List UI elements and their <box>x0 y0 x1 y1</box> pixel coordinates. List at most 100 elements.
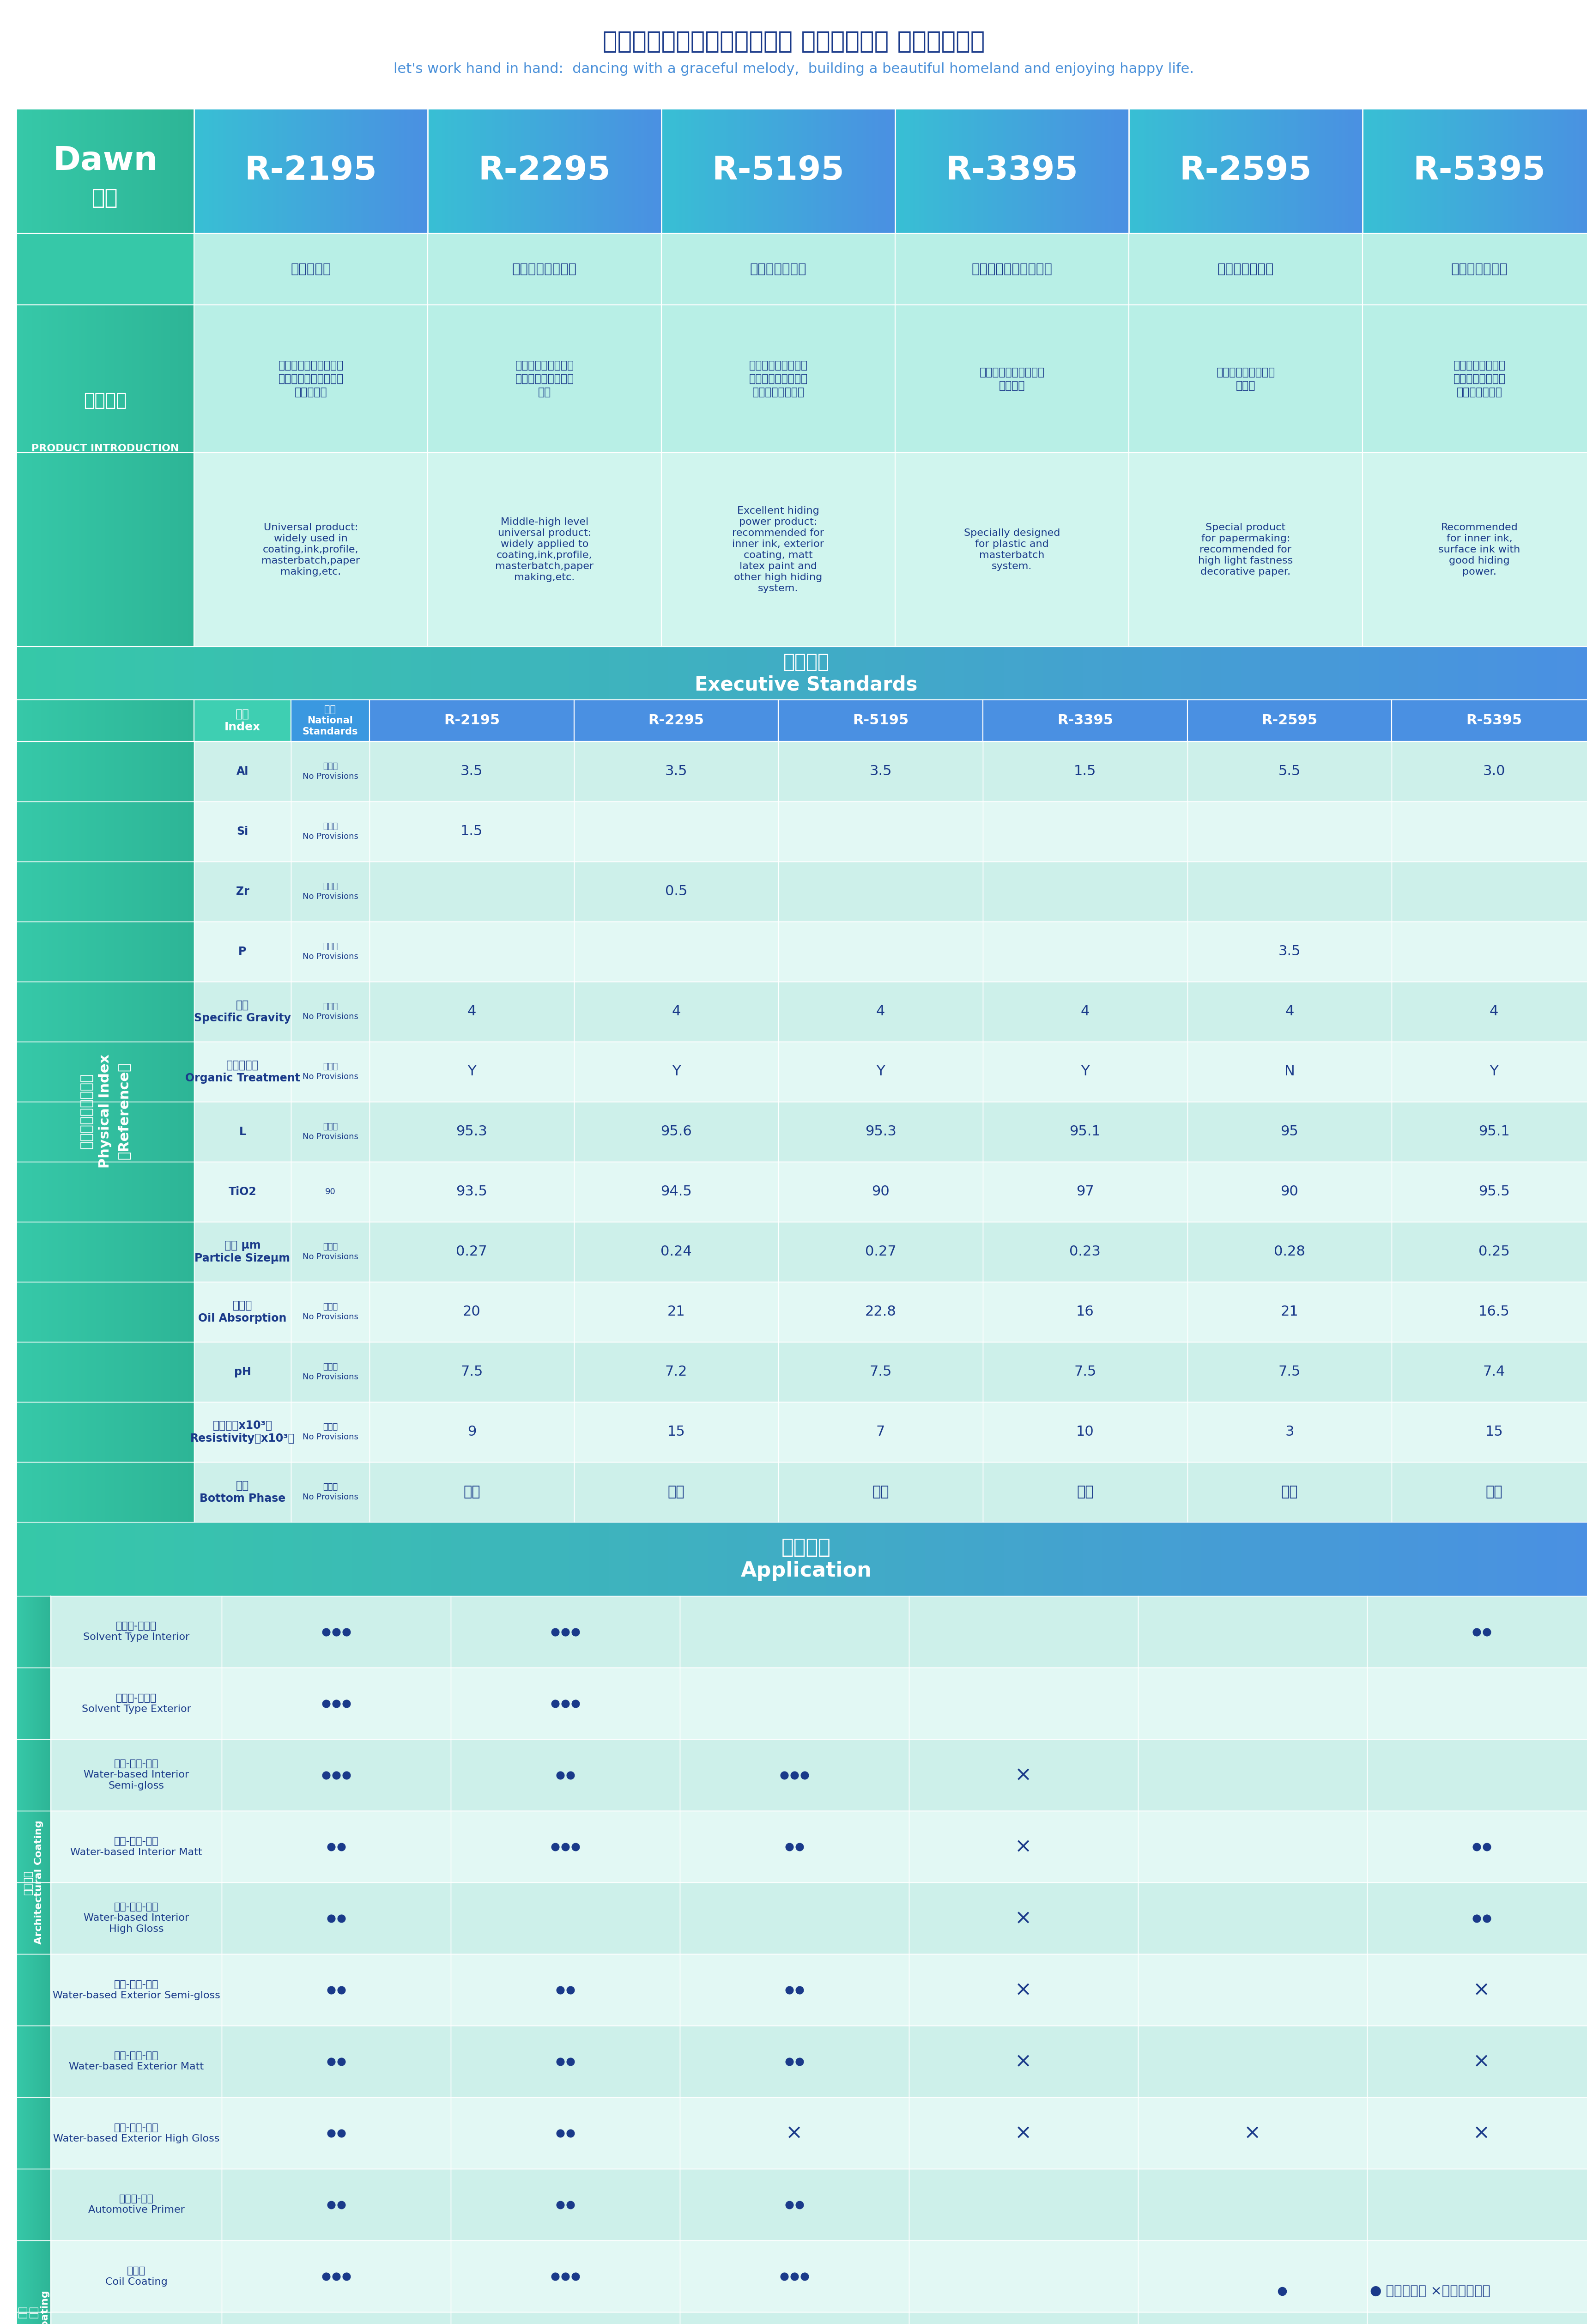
Bar <box>673 109 676 232</box>
Bar <box>89 109 92 232</box>
Bar <box>705 109 708 232</box>
Bar <box>471 109 475 232</box>
Bar <box>152 304 154 646</box>
Bar <box>574 1102 778 1162</box>
Bar <box>1300 646 1320 700</box>
Bar <box>565 109 568 232</box>
Text: 水性-室内-高光
Water-based Interior
High Gloss: 水性-室内-高光 Water-based Interior High Gloss <box>84 1903 189 1934</box>
Bar <box>222 1669 451 1738</box>
Bar <box>784 109 787 232</box>
Bar <box>962 109 965 232</box>
Bar <box>679 1669 909 1738</box>
Bar <box>154 304 157 646</box>
Text: R-5195: R-5195 <box>713 156 844 186</box>
Bar <box>30 109 32 232</box>
Bar <box>194 981 290 1041</box>
Bar <box>1211 109 1214 232</box>
Bar <box>360 109 363 232</box>
Bar <box>51 2096 222 2168</box>
Bar <box>451 1954 679 2027</box>
Bar <box>132 109 135 232</box>
Bar <box>662 304 895 453</box>
Bar <box>778 1462 982 1522</box>
Bar <box>909 1954 1138 2027</box>
Bar <box>1170 109 1173 232</box>
Bar <box>48 109 49 232</box>
Bar <box>1274 109 1278 232</box>
Text: 推荐应用于里印油墨
外墙涂料、亚光乳胶
漆等高遮盖体系。: 推荐应用于里印油墨 外墙涂料、亚光乳胶 漆等高遮盖体系。 <box>749 360 808 397</box>
Bar <box>1157 109 1162 232</box>
Bar <box>1490 109 1493 232</box>
Bar <box>536 109 540 232</box>
Bar <box>194 109 197 232</box>
Bar <box>1052 109 1055 232</box>
Bar <box>1009 109 1013 232</box>
Bar <box>1003 109 1006 232</box>
Bar <box>1358 1522 1379 1597</box>
Text: 卷钢漆
Coil Coating: 卷钢漆 Coil Coating <box>105 2266 167 2287</box>
Text: 3.5: 3.5 <box>1278 946 1300 957</box>
Bar <box>214 109 217 232</box>
Bar <box>1358 109 1363 232</box>
Bar <box>492 109 495 232</box>
Bar <box>1503 109 1506 232</box>
Bar <box>1584 109 1587 232</box>
Bar <box>708 109 711 232</box>
Bar <box>19 109 21 232</box>
Bar <box>1400 109 1403 232</box>
Bar <box>51 1810 222 1882</box>
Bar <box>75 304 76 646</box>
Bar <box>846 1522 865 1597</box>
Bar <box>370 802 574 862</box>
Bar <box>1570 109 1573 232</box>
Bar <box>135 646 156 700</box>
Bar <box>743 109 746 232</box>
Bar <box>222 1954 451 2027</box>
Text: 97: 97 <box>1076 1185 1093 1199</box>
Bar <box>574 1041 778 1102</box>
Bar <box>1392 1041 1587 1102</box>
Bar <box>982 802 1187 862</box>
Bar <box>33 304 37 646</box>
Bar <box>846 646 865 700</box>
Bar <box>143 700 146 1522</box>
Bar <box>1560 109 1565 232</box>
Bar <box>1138 2168 1366 2240</box>
Bar <box>175 700 176 1522</box>
Bar <box>335 109 338 232</box>
Text: P: P <box>238 946 246 957</box>
Bar <box>108 109 110 232</box>
Bar <box>167 700 170 1522</box>
Text: Y: Y <box>467 1064 476 1078</box>
Text: 3.5: 3.5 <box>665 765 687 779</box>
Bar <box>679 109 682 232</box>
Bar <box>1030 109 1033 232</box>
Bar <box>798 109 801 232</box>
Bar <box>982 109 986 232</box>
Text: 不规定
No Provisions: 不规定 No Provisions <box>302 1243 359 1262</box>
Bar <box>130 109 132 232</box>
Bar <box>509 1522 530 1597</box>
Bar <box>392 1522 411 1597</box>
Bar <box>1517 646 1536 700</box>
Bar <box>778 923 982 981</box>
Bar <box>232 109 235 232</box>
Bar <box>138 109 141 232</box>
Bar <box>1038 109 1041 232</box>
Bar <box>509 109 513 232</box>
Bar <box>509 646 530 700</box>
Bar <box>290 741 370 802</box>
Bar <box>1581 109 1584 232</box>
Bar <box>792 109 797 232</box>
Bar <box>41 304 43 646</box>
Bar <box>1541 109 1544 232</box>
Bar <box>1243 109 1246 232</box>
Bar <box>298 109 303 232</box>
Bar <box>1122 646 1143 700</box>
Bar <box>590 109 595 232</box>
Bar <box>655 109 659 232</box>
Bar <box>574 1462 778 1522</box>
Bar <box>175 304 176 646</box>
Bar <box>154 1522 175 1597</box>
Bar <box>87 304 90 646</box>
